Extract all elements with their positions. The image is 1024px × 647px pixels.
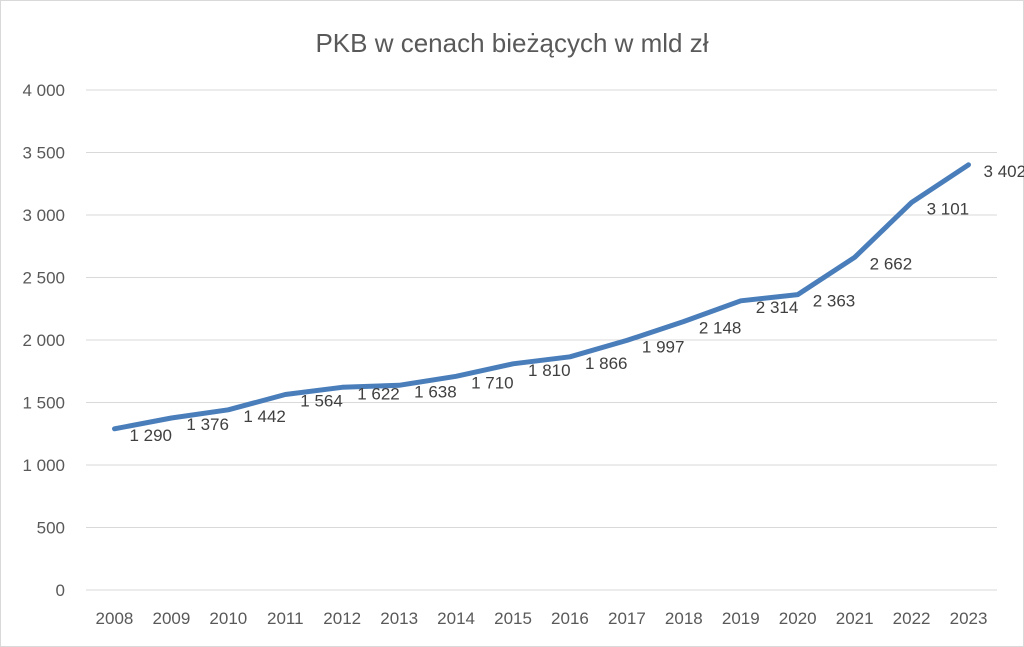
series-line-layer — [112, 162, 971, 432]
x-tick-label: 2015 — [494, 609, 532, 628]
y-tick-label: 1 500 — [22, 394, 65, 413]
data-label: 1 810 — [528, 361, 571, 380]
data-label: 3 101 — [927, 199, 970, 218]
data-label: 1 564 — [300, 392, 343, 411]
data-label: 3 402 — [984, 162, 1024, 181]
x-tick-label: 2008 — [96, 609, 134, 628]
x-tick-label: 2014 — [437, 609, 475, 628]
x-tick-label: 2023 — [950, 609, 988, 628]
data-label: 1 376 — [186, 415, 229, 434]
x-tick-label: 2019 — [722, 609, 760, 628]
data-label: 1 442 — [243, 407, 286, 426]
y-tick-label: 1 000 — [22, 456, 65, 475]
data-label: 1 638 — [414, 382, 457, 401]
y-tick-label: 0 — [56, 581, 65, 600]
data-label: 1 290 — [129, 426, 172, 445]
chart-title: PKB w cenach bieżących w mld zł — [315, 28, 708, 58]
data-label: 1 622 — [357, 384, 400, 403]
y-tick-label: 500 — [37, 519, 65, 538]
x-tick-label: 2012 — [323, 609, 361, 628]
data-label: 2 363 — [813, 292, 856, 311]
x-tick-label: 2017 — [608, 609, 646, 628]
gridlines — [86, 89, 997, 591]
x-tick-label: 2011 — [267, 609, 304, 628]
x-tick-label: 2021 — [836, 609, 874, 628]
x-tick-label: 2022 — [893, 609, 931, 628]
y-tick-label: 4 000 — [22, 81, 65, 100]
x-axis-ticks: 2008 2009 2010 2011 2012 2013 2014 2015 2016 2017… — [96, 609, 988, 628]
data-label: 2 148 — [699, 319, 742, 338]
x-tick-label: 2010 — [209, 609, 247, 628]
x-tick-label: 2020 — [779, 609, 817, 628]
data-labels: 1 290 1 376 1 442 1 564 1 622 1 638 1 710 1 810… — [129, 162, 1024, 445]
x-tick-label: 2016 — [551, 609, 589, 628]
x-tick-label: 2009 — [152, 609, 190, 628]
x-tick-label: 2013 — [380, 609, 418, 628]
y-axis-ticks: 0 500 1 000 1 500 2 000 2 500 3 000 3 500 4 000 — [22, 81, 65, 600]
data-label: 2 314 — [756, 298, 799, 317]
series-line — [112, 162, 971, 432]
data-label: 2 662 — [870, 254, 913, 273]
y-tick-label: 3 500 — [22, 144, 65, 163]
y-tick-label: 2 500 — [22, 269, 65, 288]
data-label: 1 710 — [471, 373, 514, 392]
x-tick-label: 2018 — [665, 609, 703, 628]
data-label: 1 997 — [642, 337, 685, 356]
y-tick-label: 3 000 — [22, 206, 65, 225]
data-label: 1 866 — [585, 354, 628, 373]
y-tick-label: 2 000 — [22, 331, 65, 350]
